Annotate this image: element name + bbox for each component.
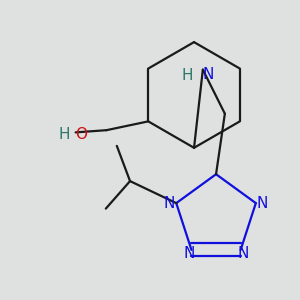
Text: N: N [257, 196, 268, 211]
Text: N: N [203, 67, 214, 82]
Text: H: H [182, 68, 193, 82]
Text: N: N [184, 246, 195, 261]
Text: N: N [164, 196, 175, 211]
Text: H: H [59, 127, 70, 142]
Text: N: N [237, 246, 248, 261]
Text: O: O [75, 127, 87, 142]
